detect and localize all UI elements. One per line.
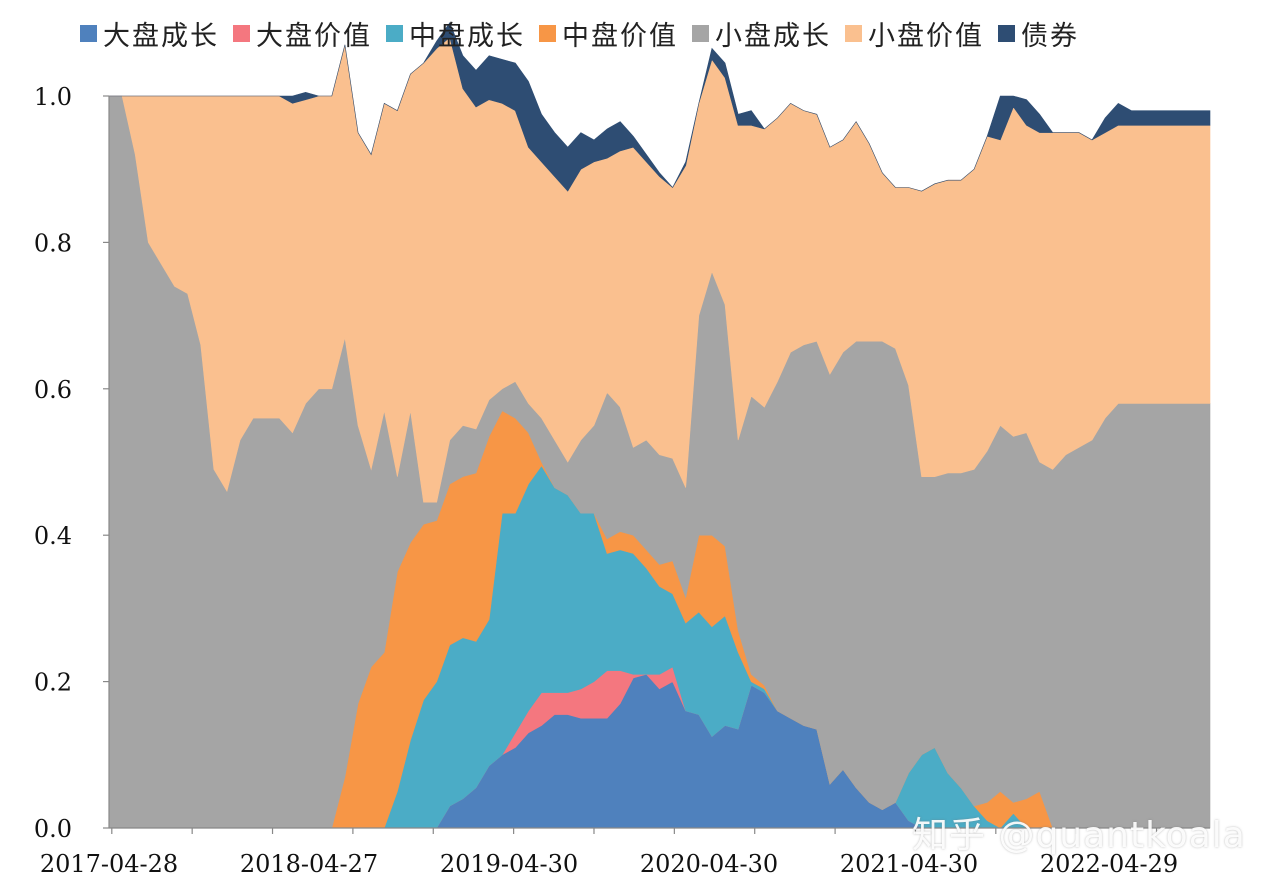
y-tick-label: 0.2 bbox=[34, 669, 72, 697]
legend-label: 中盘成长 bbox=[409, 21, 525, 52]
legend-label: 小盘价值 bbox=[868, 21, 984, 52]
x-tick-label: 2021-04-30 bbox=[840, 850, 978, 878]
legend-swatch bbox=[998, 25, 1015, 42]
x-tick-label: 2020-04-30 bbox=[640, 850, 778, 878]
legend-swatch bbox=[386, 25, 403, 42]
y-tick-label: 0.4 bbox=[34, 522, 72, 550]
legend-label: 小盘成长 bbox=[715, 21, 831, 52]
y-tick-label: 1.0 bbox=[34, 83, 72, 111]
legend-label: 大盘价值 bbox=[256, 21, 372, 52]
legend-label: 中盘价值 bbox=[562, 21, 678, 52]
area-series-6 bbox=[109, 22, 1211, 192]
watermark: 知乎 @quantkoala bbox=[912, 815, 1246, 856]
legend-label: 大盘成长 bbox=[103, 21, 219, 52]
legend-item: 中盘价值 bbox=[539, 14, 678, 53]
x-tick-label: 2019-04-30 bbox=[440, 850, 578, 878]
legend-swatch bbox=[692, 25, 709, 42]
legend: 大盘成长 大盘价值 中盘成长 中盘价值 小盘成长 小盘价值 债券 bbox=[80, 14, 1093, 53]
legend-swatch bbox=[539, 25, 556, 42]
y-tick-label: 0.6 bbox=[34, 376, 72, 404]
legend-swatch bbox=[80, 25, 97, 42]
x-tick-label: 2017-04-28 bbox=[40, 850, 178, 878]
legend-swatch bbox=[845, 25, 862, 42]
y-tick-labels: 0.0 0.2 0.4 0.6 0.8 1.0 bbox=[34, 83, 109, 843]
x-tick-labels: 2017-04-28 2018-04-27 2019-04-30 2020-04-30… bbox=[40, 828, 1178, 878]
axes bbox=[108, 96, 1210, 829]
legend-item: 大盘成长 bbox=[80, 14, 219, 53]
legend-item: 小盘价值 bbox=[845, 14, 984, 53]
legend-item: 中盘成长 bbox=[386, 14, 525, 53]
stacked-areas bbox=[108, 22, 1211, 829]
y-tick-label: 0.8 bbox=[34, 229, 72, 257]
legend-item: 小盘成长 bbox=[692, 14, 831, 53]
x-tick-label: 2022-04-29 bbox=[1040, 850, 1178, 878]
legend-item: 债券 bbox=[998, 14, 1079, 53]
x-tick-label: 2018-04-27 bbox=[240, 850, 378, 878]
legend-swatch bbox=[233, 25, 250, 42]
y-tick-label: 0.0 bbox=[34, 815, 72, 843]
legend-label: 债券 bbox=[1021, 21, 1079, 52]
legend-item: 大盘价值 bbox=[233, 14, 372, 53]
